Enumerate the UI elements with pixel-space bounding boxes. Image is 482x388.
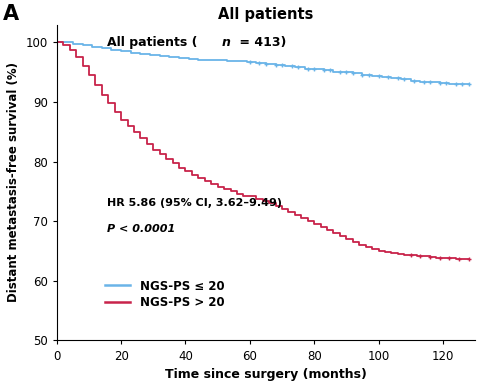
Title: All patients: All patients [218,7,314,22]
Text: All patients (: All patients ( [107,36,198,48]
Legend: NGS-PS ≤ 20, NGS-PS > 20: NGS-PS ≤ 20, NGS-PS > 20 [105,280,225,309]
Text: = 413): = 413) [235,36,286,48]
Text: P < 0.0001: P < 0.0001 [107,223,175,234]
Text: HR 5.86 (95% CI, 3.62–9.49): HR 5.86 (95% CI, 3.62–9.49) [107,198,282,208]
X-axis label: Time since surgery (months): Time since surgery (months) [165,368,367,381]
Text: n: n [222,36,231,48]
Y-axis label: Distant metastasis-free survival (%): Distant metastasis-free survival (%) [7,62,20,303]
Text: A: A [2,4,18,24]
